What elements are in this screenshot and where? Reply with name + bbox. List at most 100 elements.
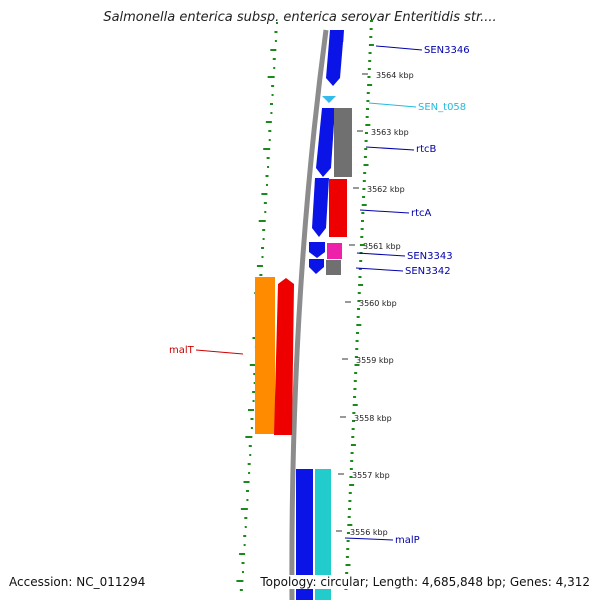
- gc-tick: [273, 67, 276, 69]
- gene-label-rtcb[interactable]: rtcB: [416, 144, 437, 155]
- gc-tick: [363, 172, 367, 174]
- gc-tick: [248, 445, 252, 447]
- label-leader-line: [344, 537, 394, 541]
- gc-tick: [347, 524, 353, 526]
- gene-malt[interactable]: [274, 278, 294, 435]
- gc-tick: [345, 564, 351, 566]
- gc-tick: [252, 400, 255, 402]
- gc-tick: [270, 49, 277, 51]
- gc-tick: [249, 364, 257, 366]
- gc-tick: [366, 92, 370, 94]
- gene-sen3343-reverse[interactable]: [327, 243, 342, 259]
- gc-tick: [362, 180, 366, 182]
- gc-tick: [354, 356, 358, 358]
- gc-tick: [353, 388, 357, 390]
- gc-tick: [270, 112, 273, 114]
- gene-label-rtca[interactable]: rtcA: [411, 208, 432, 219]
- gc-tick: [366, 108, 370, 110]
- gc-tick: [353, 396, 357, 398]
- gene-label-malt[interactable]: malT: [169, 345, 195, 356]
- gc-tick: [245, 490, 249, 492]
- gene-sen3346[interactable]: [326, 30, 344, 86]
- gene-label-sen3343[interactable]: SEN3343: [407, 251, 453, 262]
- gc-tick: [352, 412, 356, 414]
- gc-tick: [359, 260, 363, 262]
- gene-label-lines: [195, 45, 423, 541]
- gc-tick: [366, 100, 370, 102]
- gc-tick: [349, 476, 353, 478]
- gc-tick: [365, 116, 369, 118]
- scale-ticks: [336, 73, 368, 532]
- gc-tick: [243, 544, 246, 546]
- gc-tick: [369, 36, 373, 38]
- gc-tick: [355, 332, 359, 334]
- gc-tick: [350, 452, 354, 454]
- gene-sen3342-reverse[interactable]: [326, 260, 341, 275]
- gene-malt-orange[interactable]: [255, 277, 275, 434]
- gc-tick: [248, 472, 251, 474]
- topology-label: Topology: circular; Length: 4,685,848 bp…: [260, 575, 590, 589]
- gc-tick-ring-outer: [344, 20, 374, 590]
- gc-tick: [345, 572, 349, 574]
- gc-tick: [264, 211, 267, 213]
- gc-tick: [261, 256, 264, 258]
- gene-label-sen3346[interactable]: SEN3346: [424, 45, 470, 56]
- gc-tick: [358, 268, 362, 270]
- label-leader-line: [368, 102, 417, 108]
- gene-rtcb-reverse[interactable]: [334, 108, 352, 177]
- gene-rtca[interactable]: [312, 178, 329, 237]
- gc-tick: [359, 244, 365, 246]
- gene-label-sen-t058[interactable]: SEN_t058: [418, 102, 466, 113]
- gc-tick: [247, 463, 251, 465]
- gc-tick: [367, 76, 371, 78]
- gc-tick: [364, 132, 368, 134]
- backbone-ring: [289, 29, 329, 600]
- gc-tick: [368, 44, 374, 46]
- gene-sen-t058[interactable]: [322, 96, 336, 103]
- gc-tick: [357, 308, 361, 310]
- gc-tick: [356, 316, 360, 318]
- gc-tick: [243, 481, 250, 483]
- gc-tick: [358, 284, 364, 286]
- gc-tick: [259, 274, 263, 276]
- gene-sen3342[interactable]: [309, 259, 324, 274]
- gc-tick: [265, 121, 272, 123]
- gc-tick: [346, 548, 350, 550]
- gene-label-malp[interactable]: malP: [395, 535, 420, 546]
- gc-tick: [240, 508, 248, 510]
- gc-tick: [367, 68, 371, 70]
- gene-sen3343[interactable]: [309, 242, 325, 258]
- gc-tick: [271, 85, 275, 87]
- gc-tick: [361, 220, 364, 222]
- gene-rtca-reverse[interactable]: [329, 179, 347, 237]
- label-leader-line: [375, 45, 423, 51]
- gc-tick: [363, 156, 367, 158]
- gc-tick: [368, 52, 372, 54]
- gc-tick: [346, 532, 350, 534]
- gc-tick: [351, 428, 355, 430]
- gc-tick: [357, 300, 361, 302]
- gene-label-sen3342[interactable]: SEN3342: [405, 266, 451, 277]
- gc-tick: [241, 562, 245, 564]
- gc-tick: [352, 404, 358, 406]
- gc-tick: [253, 373, 257, 375]
- label-leader-line: [365, 146, 415, 151]
- gene-malp[interactable]: [296, 469, 313, 600]
- gc-tick: [368, 60, 372, 62]
- accession-label: Accession: NC_011294: [9, 575, 146, 589]
- label-leader-line: [359, 209, 410, 214]
- scale-label: 3563 kbp: [371, 128, 409, 137]
- gc-tick: [369, 28, 373, 30]
- gc-tick: [364, 140, 368, 142]
- gene-rtcb[interactable]: [316, 108, 335, 177]
- label-leader-line: [356, 252, 406, 257]
- gene-malp-neighbor[interactable]: [315, 469, 331, 600]
- gc-tick: [348, 500, 352, 502]
- gc-tick: [353, 380, 357, 382]
- gc-tick: [354, 364, 360, 366]
- scale-label: 3556 kbp: [350, 528, 388, 537]
- gc-tick: [360, 236, 364, 238]
- gc-tick: [274, 40, 277, 42]
